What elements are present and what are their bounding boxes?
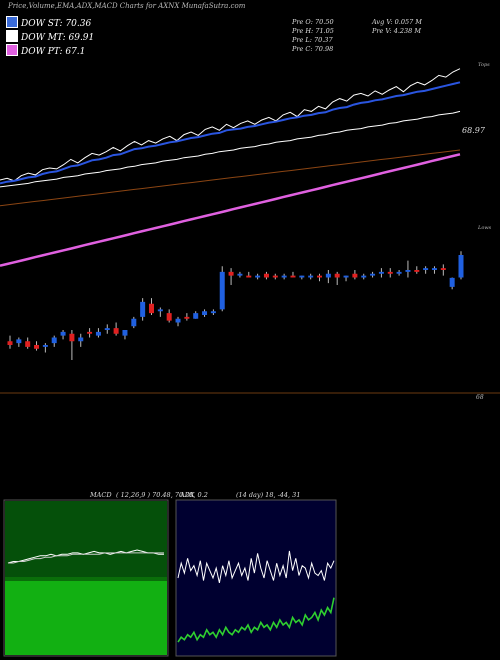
series-line-4 <box>0 153 461 267</box>
stat-avg-volume: Avg V: 0.057 M <box>372 18 422 26</box>
adx-series-0 <box>177 550 335 584</box>
legend-swatch-st <box>6 16 18 28</box>
macd-params: ( 12,26,9 ) 70.48, 70.28, 0.2 <box>116 491 208 499</box>
candle-body-41 <box>370 273 376 276</box>
macd-panel-upper <box>5 501 167 577</box>
candle-body-3 <box>34 345 40 349</box>
series-line-3 <box>0 149 461 207</box>
candle-body-37 <box>334 273 340 278</box>
candle-body-42 <box>378 271 384 274</box>
candle-body-24 <box>219 271 225 310</box>
candle-body-28 <box>255 275 261 278</box>
candle-body-51 <box>458 255 464 278</box>
macd-series-1 <box>8 552 164 564</box>
stat-close: Pre C: 70.98 <box>292 45 334 53</box>
legend-dow-st: DOW ST: 70.36 <box>6 16 91 29</box>
candle-body-35 <box>317 275 323 278</box>
candle-body-17 <box>157 309 163 312</box>
candle-body-5 <box>51 337 57 344</box>
candle-body-45 <box>405 270 411 272</box>
candle-body-22 <box>202 311 208 315</box>
candle-body-19 <box>175 318 181 323</box>
legend-dow-mt: DOW MT: 69.91 <box>6 30 94 43</box>
candle-body-18 <box>166 313 172 321</box>
macd-panel-lower <box>5 581 167 655</box>
tops-label: Tops <box>478 62 490 68</box>
adx-params: (14 day) 18, -44, 31 <box>236 491 301 499</box>
candle-body-23 <box>210 311 216 314</box>
candle-body-48 <box>431 268 437 270</box>
candle-body-9 <box>87 331 93 334</box>
candle-body-34 <box>308 275 314 278</box>
candle-body-16 <box>148 303 154 314</box>
adx-title: ADX <box>180 491 195 499</box>
stat-pre-volume: Pre V: 4.238 M <box>372 27 422 35</box>
candle-layer <box>7 251 464 360</box>
candle-body-38 <box>343 275 349 278</box>
candle-body-31 <box>281 275 287 278</box>
stat-open: Pre O: 70.50 <box>292 18 334 26</box>
legend-label-st: DOW ST: 70.36 <box>21 19 92 29</box>
candle-body-33 <box>299 275 305 278</box>
candle-body-39 <box>352 273 358 278</box>
legend-dow-pt: DOW PT: 67.1 <box>6 44 85 57</box>
candle-body-32 <box>290 275 296 278</box>
candle-body-49 <box>440 268 446 270</box>
candle-body-11 <box>104 328 110 330</box>
candle-body-10 <box>95 331 101 336</box>
macd-series-0 <box>7 549 164 564</box>
legend-label-pt: DOW PT: 67.1 <box>21 47 86 57</box>
axis-tick-68: 68 <box>476 394 484 401</box>
candle-body-6 <box>60 331 66 336</box>
stat-low: Pre L: 70.37 <box>292 36 333 44</box>
candle-body-20 <box>184 316 190 319</box>
candle-body-25 <box>228 271 234 276</box>
candle-body-21 <box>193 313 199 319</box>
candle-body-29 <box>263 273 269 278</box>
stat-high: Pre H: 71.05 <box>292 27 334 35</box>
price-ema-layer <box>0 68 461 267</box>
candle-body-15 <box>140 301 146 317</box>
candle-body-8 <box>78 337 84 342</box>
candle-body-14 <box>131 318 137 327</box>
candle-body-40 <box>361 275 367 278</box>
last-price-label: 68.97 <box>462 126 486 135</box>
adx-panel-frame <box>175 499 337 657</box>
series-line-2 <box>0 110 461 188</box>
candle-body-27 <box>246 275 252 278</box>
candle-body-2 <box>25 341 31 347</box>
adx-series-1 <box>177 597 335 643</box>
candle-body-13 <box>122 330 128 336</box>
series-line-0 <box>0 68 461 182</box>
adx-lines <box>177 550 335 643</box>
legend-label-mt: DOW MT: 69.91 <box>21 33 95 43</box>
lows-label: Lows <box>477 225 492 231</box>
legend-swatch-pt <box>6 44 18 56</box>
chart-title: Price,Volume,EMA,ADX,MACD Charts for AXN… <box>8 2 246 10</box>
candle-body-1 <box>16 339 22 344</box>
macd-title: MACD <box>90 491 112 499</box>
candle-body-47 <box>423 268 429 270</box>
candle-body-50 <box>449 277 455 287</box>
candle-body-36 <box>325 273 331 278</box>
macd-lines <box>7 549 164 564</box>
candle-body-44 <box>396 271 402 274</box>
series-line-1 <box>0 81 461 185</box>
candle-body-4 <box>42 345 48 347</box>
legend-swatch-mt <box>6 30 18 42</box>
candle-body-12 <box>113 328 119 334</box>
candle-body-26 <box>237 273 243 276</box>
candle-body-0 <box>7 341 13 345</box>
candle-body-30 <box>272 275 278 278</box>
candle-body-7 <box>69 333 75 342</box>
candle-body-46 <box>414 270 420 272</box>
candle-body-43 <box>387 271 393 274</box>
